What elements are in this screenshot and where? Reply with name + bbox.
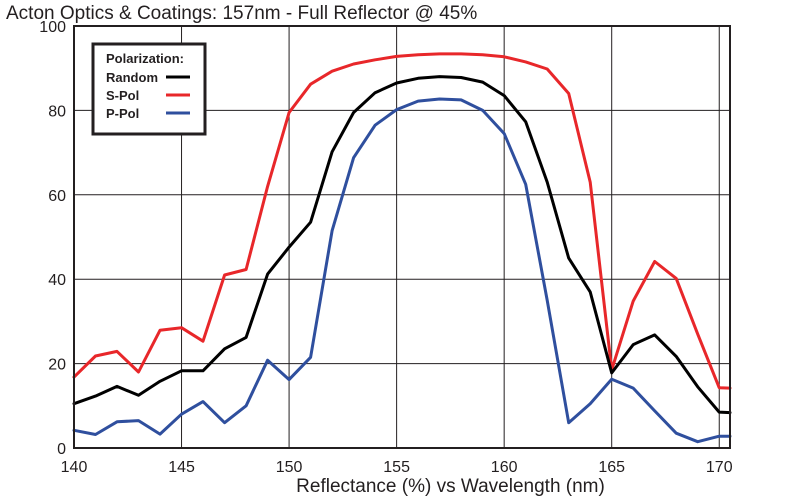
y-tick-label-100: 100 [39,19,66,36]
y-tick-labels: 0 20 40 60 80 100 [39,19,66,458]
series-line-p-pol [72,97,732,444]
legend-label-random: Random [106,70,158,85]
x-tick-label-140: 140 [61,459,88,476]
y-tick-label-40: 40 [48,272,66,289]
y-tick-label-0: 0 [57,441,66,458]
x-tick-labels: 140 145 150 155 160 165 170 [61,459,733,476]
x-tick-label-150: 150 [276,459,303,476]
series-line-random [72,75,732,415]
x-tick-label-165: 165 [598,459,625,476]
x-tick-label-145: 145 [168,459,195,476]
x-tick-label-160: 160 [491,459,518,476]
plot-frame [73,25,731,449]
y-tick-label-80: 80 [48,103,66,120]
legend-title: Polarization: [106,51,184,66]
legend-label-s-pol: S-Pol [106,88,139,103]
x-axis-label: Reflectance (%) vs Wavelength (nm) [296,476,605,497]
x-tick-label-170: 170 [706,459,733,476]
series-line-s-pol [72,52,732,390]
legend: Polarization: Random S-Pol P-Pol [91,42,207,136]
x-tick-label-155: 155 [383,459,410,476]
series-lines [72,52,732,444]
y-tick-label-20: 20 [48,357,66,374]
chart-title: Acton Optics & Coatings: 157nm - Full Re… [6,3,478,24]
legend-label-p-pol: P-Pol [106,106,139,121]
legend-box [91,42,207,136]
y-tick-label-60: 60 [48,188,66,205]
